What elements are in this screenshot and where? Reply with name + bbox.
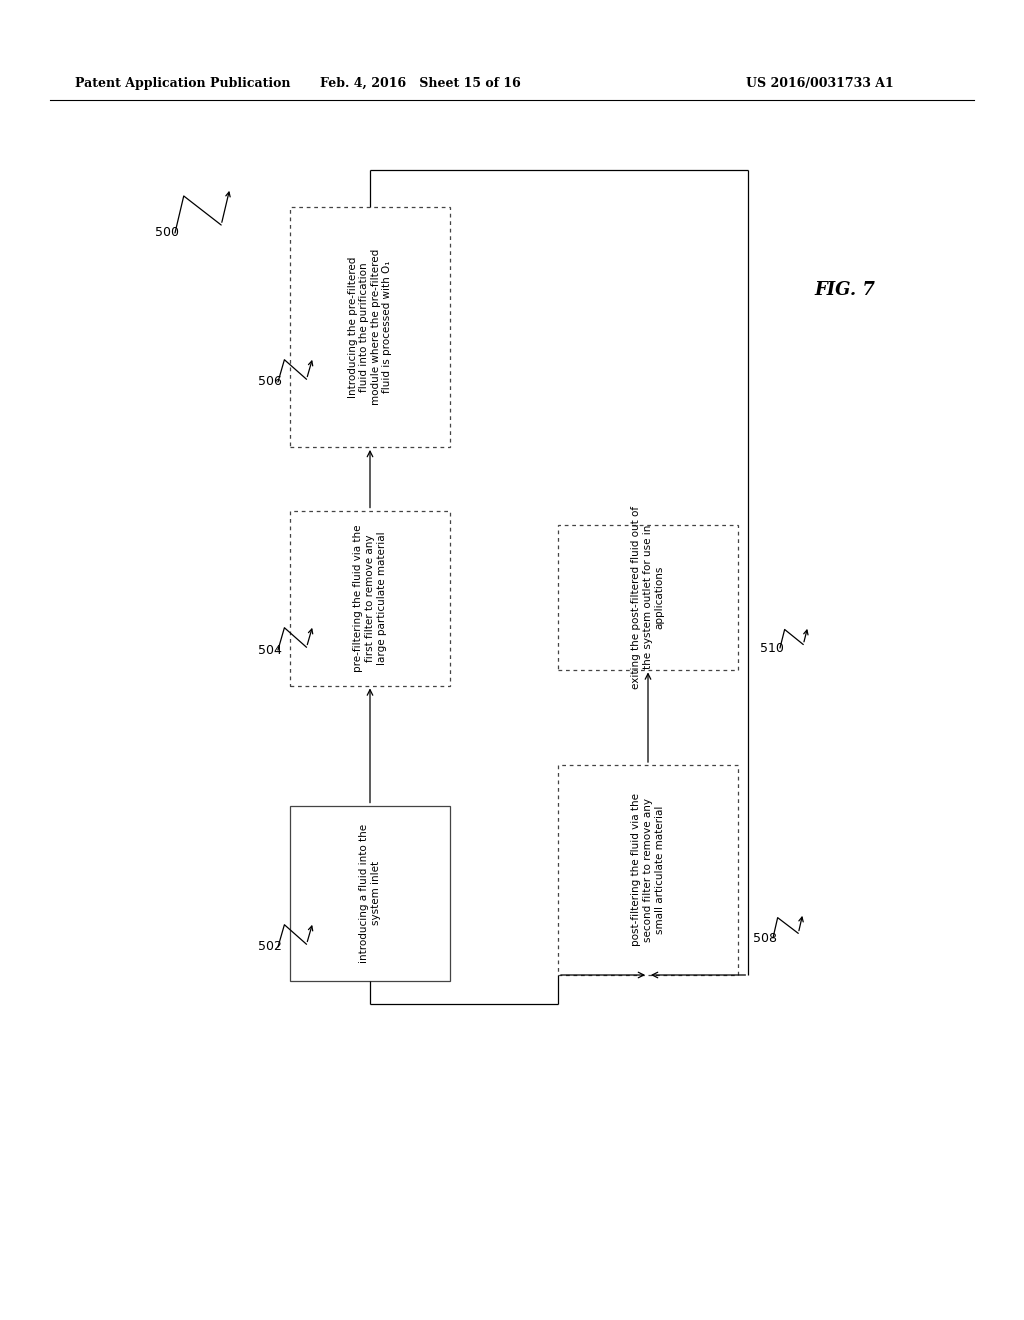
- Text: 502: 502: [258, 940, 282, 953]
- Text: Patent Application Publication: Patent Application Publication: [75, 77, 291, 90]
- Bar: [558, 524, 738, 669]
- Text: Introducing the pre-filtered
fluid into the purification
module where the pre-fi: Introducing the pre-filtered fluid into …: [347, 249, 392, 405]
- Text: 504: 504: [258, 644, 282, 656]
- Bar: [290, 511, 450, 685]
- Text: introducing a fluid into the
system inlet: introducing a fluid into the system inle…: [359, 824, 381, 962]
- Text: post-filtering the fluid via the
second filter to remove any
small articulate ma: post-filtering the fluid via the second …: [632, 793, 665, 946]
- Text: FIG. 7: FIG. 7: [814, 281, 876, 300]
- Bar: [558, 766, 738, 975]
- Text: exiting the post-filtered fluid out of
the system outlet for use in
applications: exiting the post-filtered fluid out of t…: [632, 506, 665, 689]
- Text: US 2016/0031733 A1: US 2016/0031733 A1: [746, 77, 894, 90]
- Text: 506: 506: [258, 375, 282, 388]
- Text: 508: 508: [753, 932, 777, 945]
- Text: Feb. 4, 2016   Sheet 15 of 16: Feb. 4, 2016 Sheet 15 of 16: [319, 77, 520, 90]
- Text: 500: 500: [155, 227, 179, 239]
- Bar: [290, 805, 450, 981]
- Text: pre-filtering the fluid via the
first filter to remove any
large particulate mat: pre-filtering the fluid via the first fi…: [353, 524, 387, 672]
- Bar: [290, 207, 450, 447]
- Text: 510: 510: [760, 642, 784, 655]
